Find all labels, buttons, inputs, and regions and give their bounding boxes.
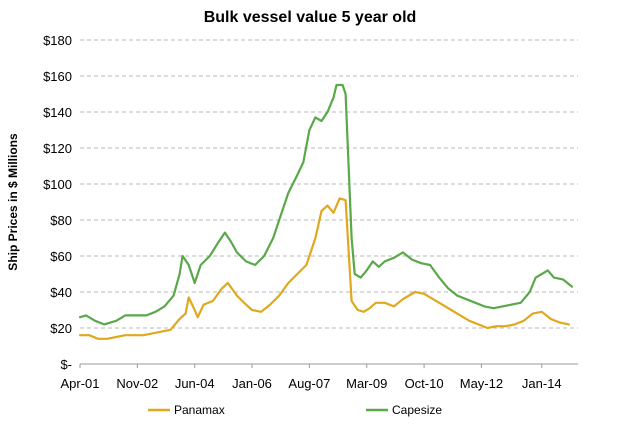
legend: Panamax Capesize bbox=[148, 403, 442, 417]
x-tick-label: Jan-14 bbox=[522, 376, 562, 391]
y-tick-label: $140 bbox=[43, 105, 72, 120]
y-tick-label: $60 bbox=[50, 249, 72, 264]
y-tick-label: $180 bbox=[43, 33, 72, 48]
y-tick-label: $- bbox=[60, 357, 72, 372]
x-tick-label: Aug-07 bbox=[288, 376, 330, 391]
y-tick-label: $80 bbox=[50, 213, 72, 228]
y-axis-ticks: $- $20 $40 $60 $80 $100 $120 $140 $160 $180 bbox=[43, 33, 72, 372]
y-tick-label: $40 bbox=[50, 285, 72, 300]
y-tick-label: $100 bbox=[43, 177, 72, 192]
chart-title: Bulk vessel value 5 year old bbox=[204, 9, 417, 26]
series-line-capesize bbox=[78, 83, 574, 326]
x-axis-ticks: Apr-01 Nov-02 Jun-04 Jan-06 Aug-07 Mar-09 Oct-… bbox=[60, 364, 562, 391]
y-axis-label: Ship Prices in $ Millions bbox=[6, 133, 20, 271]
legend-label-capesize: Capesize bbox=[392, 403, 442, 417]
series-lines bbox=[78, 83, 574, 340]
series-line-panamax bbox=[78, 197, 570, 340]
y-tick-label: $120 bbox=[43, 141, 72, 156]
y-tick-label: $20 bbox=[50, 321, 72, 336]
x-tick-label: Oct-10 bbox=[405, 376, 444, 391]
legend-label-panamax: Panamax bbox=[174, 403, 225, 417]
x-tick-label: Jun-04 bbox=[175, 376, 215, 391]
x-tick-label: May-12 bbox=[460, 376, 503, 391]
y-tick-label: $160 bbox=[43, 69, 72, 84]
gridlines bbox=[80, 39, 578, 329]
x-tick-label: Apr-01 bbox=[60, 376, 99, 391]
x-tick-label: Jan-06 bbox=[232, 376, 272, 391]
x-tick-label: Mar-09 bbox=[346, 376, 387, 391]
x-tick-label: Nov-02 bbox=[116, 376, 158, 391]
